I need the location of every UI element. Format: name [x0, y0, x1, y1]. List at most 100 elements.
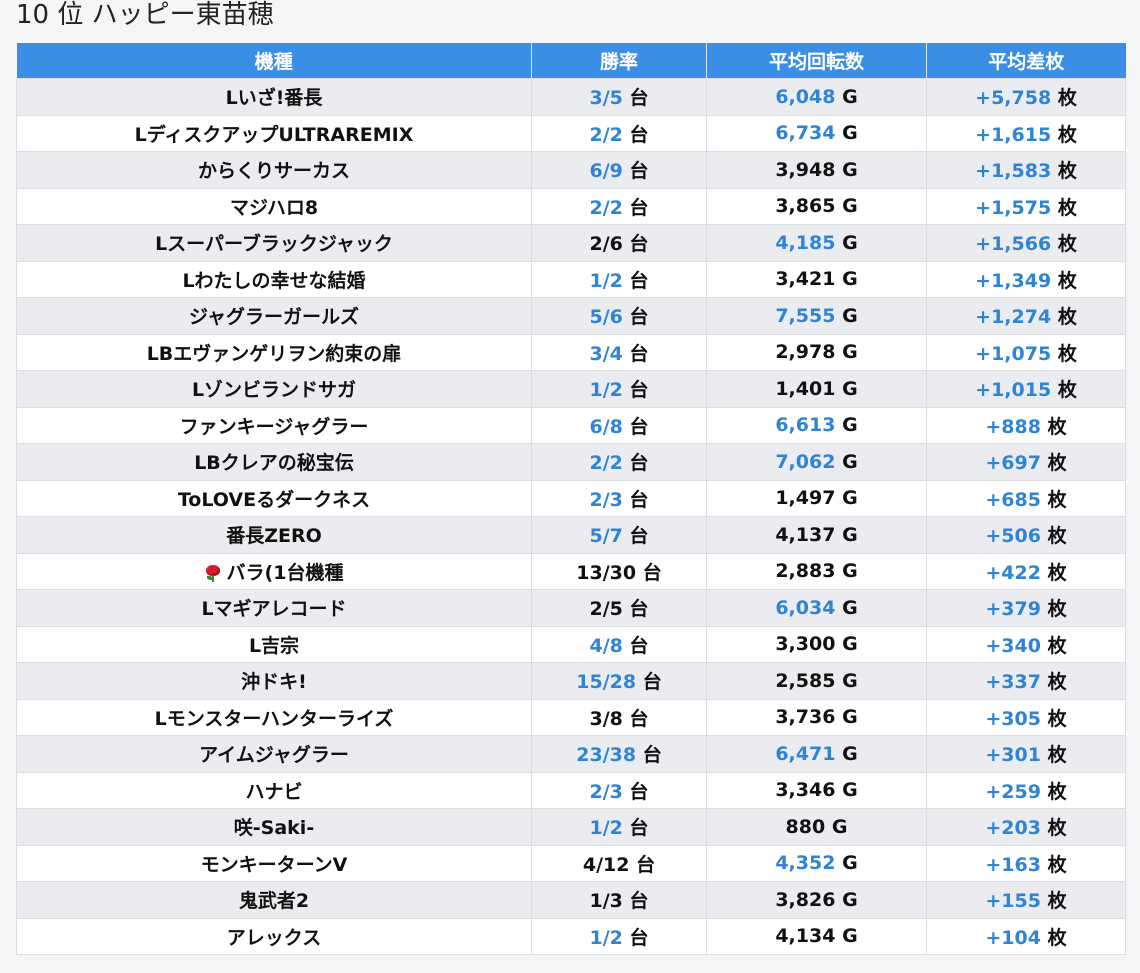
cell-machine-name[interactable]: 番長ZERO: [16, 516, 532, 554]
avg-diff-value: +1,566: [975, 233, 1052, 256]
table-row[interactable]: マジハロ8 2/2 台 3,865 G +1,575 枚: [16, 187, 1126, 225]
cell-avg-spins: 2,978 G: [706, 333, 927, 371]
column-header-avg-diff[interactable]: 平均差枚: [926, 43, 1126, 79]
cell-avg-diff: +1,566 枚: [926, 224, 1126, 262]
avg-spins-unit: G: [842, 195, 858, 218]
cell-machine-name[interactable]: Lわたしの幸せな結婚: [16, 260, 532, 298]
cell-machine-name[interactable]: Lいざ!番長: [16, 78, 532, 116]
table-row[interactable]: Lマギアレコード 2/5 台 6,034 G +379 枚: [16, 589, 1126, 627]
win-rate-unit: 台: [629, 233, 649, 256]
avg-diff-value: +203: [985, 817, 1041, 840]
cell-machine-name[interactable]: 沖ドキ!: [16, 662, 532, 700]
cell-machine-name[interactable]: アイムジャグラー: [16, 735, 532, 773]
cell-machine-name[interactable]: ジャグラーガールズ: [16, 297, 532, 335]
table-row[interactable]: Lわたしの幸せな結婚 1/2 台 3,421 G +1,349 枚: [16, 260, 1126, 298]
page-title: 10 位 ハッピー東苗穂: [16, 0, 274, 30]
avg-diff-value: +506: [985, 525, 1041, 548]
cell-machine-name[interactable]: 咲-Saki-: [16, 808, 532, 846]
table-row[interactable]: 鬼武者2 1/3 台 3,826 G +155 枚: [16, 881, 1126, 919]
cell-win-rate: 1/2 台: [531, 808, 707, 846]
cell-machine-name[interactable]: 鬼武者2: [16, 881, 532, 919]
avg-diff-unit: 枚: [1047, 415, 1067, 438]
table-row[interactable]: Lいざ!番長 3/5 台 6,048 G +5,758 枚: [16, 78, 1126, 116]
avg-diff-unit: 枚: [1047, 926, 1067, 949]
cell-avg-spins: 7,062 G: [706, 443, 927, 481]
table-row[interactable]: Lゾンビランドサガ 1/2 台 1,401 G +1,015 枚: [16, 370, 1126, 408]
cell-avg-diff: +379 枚: [926, 589, 1126, 627]
cell-machine-name[interactable]: ハナビ: [16, 771, 532, 809]
table-header-row: 機種 勝率 平均回転数 平均差枚: [16, 43, 1126, 79]
table-row[interactable]: 番長ZERO 5/7 台 4,137 G +506 枚: [16, 516, 1126, 554]
cell-avg-spins: 3,826 G: [706, 881, 927, 919]
cell-avg-diff: +1,274 枚: [926, 297, 1126, 335]
avg-diff-value: +1,349: [975, 269, 1052, 292]
avg-diff-unit: 枚: [1047, 890, 1067, 913]
cell-machine-name[interactable]: からくりサーカス: [16, 151, 532, 189]
win-rate-unit: 台: [642, 561, 662, 584]
cell-machine-name[interactable]: LBクレアの秘宝伝: [16, 443, 532, 481]
cell-machine-name[interactable]: Lモンスターハンターライズ: [16, 698, 532, 736]
avg-spins-unit: G: [842, 523, 858, 546]
win-rate-value: 1/2: [589, 926, 623, 949]
cell-machine-name[interactable]: Lゾンビランドサガ: [16, 370, 532, 408]
table-row[interactable]: LBクレアの秘宝伝 2/2 台 7,062 G +697 枚: [16, 443, 1126, 481]
cell-machine-name[interactable]: アレックス: [16, 917, 532, 955]
table-row[interactable]: ジャグラーガールズ 5/6 台 7,555 G +1,274 枚: [16, 297, 1126, 335]
table-row[interactable]: ファンキージャグラー 6/8 台 6,613 G +888 枚: [16, 406, 1126, 444]
table-row[interactable]: Lスーパーブラックジャック 2/6 台 4,185 G +1,566 枚: [16, 224, 1126, 262]
machine-name: Lわたしの幸せな結婚: [182, 269, 366, 292]
table-row[interactable]: 沖ドキ! 15/28 台 2,585 G +337 枚: [16, 662, 1126, 700]
table-row[interactable]: LBエヴァンゲリヲン約束の扉 3/4 台 2,978 G +1,075 枚: [16, 333, 1126, 371]
win-rate-value: 6/8: [589, 415, 623, 438]
cell-machine-name[interactable]: L吉宗: [16, 625, 532, 663]
avg-diff-value: +1,575: [975, 196, 1052, 219]
cell-machine-name[interactable]: マジハロ8: [16, 187, 532, 225]
table-row[interactable]: アレックス 1/2 台 4,134 G +104 枚: [16, 917, 1126, 955]
win-rate-unit: 台: [629, 817, 649, 840]
table-row[interactable]: モンキーターンV 4/12 台 4,352 G +163 枚: [16, 844, 1126, 882]
cell-avg-diff: +1,575 枚: [926, 187, 1126, 225]
table-row[interactable]: からくりサーカス 6/9 台 3,948 G +1,583 枚: [16, 151, 1126, 189]
cell-machine-name[interactable]: Lマギアレコード: [16, 589, 532, 627]
cell-avg-diff: +337 枚: [926, 662, 1126, 700]
avg-spins-value: 2,883: [775, 560, 836, 583]
column-header-win-rate[interactable]: 勝率: [531, 43, 707, 79]
cell-win-rate: 6/8 台: [531, 406, 707, 444]
table-row[interactable]: L吉宗 4/8 台 3,300 G +340 枚: [16, 625, 1126, 663]
win-rate-unit: 台: [636, 853, 656, 876]
win-rate-unit: 台: [629, 926, 649, 949]
win-rate-unit: 台: [629, 707, 649, 730]
avg-diff-unit: 枚: [1057, 306, 1077, 329]
cell-avg-diff: +1,015 枚: [926, 370, 1126, 408]
avg-diff-unit: 枚: [1057, 269, 1077, 292]
table-row[interactable]: アイムジャグラー 23/38 台 6,471 G +301 枚: [16, 735, 1126, 773]
cell-machine-name[interactable]: ファンキージャグラー: [16, 406, 532, 444]
machine-name: 咲-Saki-: [233, 817, 315, 840]
win-rate-value: 13/30: [576, 561, 637, 584]
avg-spins-value: 2,978: [775, 341, 836, 364]
avg-diff-value: +685: [985, 488, 1041, 511]
cell-machine-name[interactable]: Lスーパーブラックジャック: [16, 224, 532, 262]
cell-machine-name[interactable]: LBエヴァンゲリヲン約束の扉: [16, 333, 532, 371]
win-rate-value: 2/3: [589, 488, 623, 511]
cell-machine-name[interactable]: LディスクアップULTRAREMIX: [16, 114, 532, 152]
cell-avg-spins: 3,865 G: [706, 187, 927, 225]
table-row[interactable]: バラ(1台機種 13/30 台 2,883 G +422 枚: [16, 552, 1126, 590]
cell-machine-name[interactable]: ToLOVEるダークネス: [16, 479, 532, 517]
cell-avg-spins: 7,555 G: [706, 297, 927, 335]
avg-spins-unit: G: [842, 925, 858, 948]
table-row[interactable]: 咲-Saki- 1/2 台 880 G +203 枚: [16, 808, 1126, 846]
cell-avg-spins: 1,401 G: [706, 370, 927, 408]
table-row[interactable]: ToLOVEるダークネス 2/3 台 1,497 G +685 枚: [16, 479, 1126, 517]
cell-machine-name[interactable]: バラ(1台機種: [16, 552, 532, 590]
table-row[interactable]: ハナビ 2/3 台 3,346 G +259 枚: [16, 771, 1126, 809]
avg-spins-unit: G: [831, 815, 848, 838]
table-row[interactable]: Lモンスターハンターライズ 3/8 台 3,736 G +305 枚: [16, 698, 1126, 736]
win-rate-value: 2/3: [589, 780, 623, 803]
column-header-machine[interactable]: 機種: [16, 43, 532, 79]
cell-avg-spins: 3,736 G: [706, 698, 927, 736]
table-row[interactable]: LディスクアップULTRAREMIX 2/2 台 6,734 G +1,615 枚: [16, 114, 1126, 152]
cell-machine-name[interactable]: モンキーターンV: [16, 844, 532, 882]
column-header-avg-spins[interactable]: 平均回転数: [706, 43, 927, 79]
win-rate-unit: 台: [629, 890, 649, 913]
